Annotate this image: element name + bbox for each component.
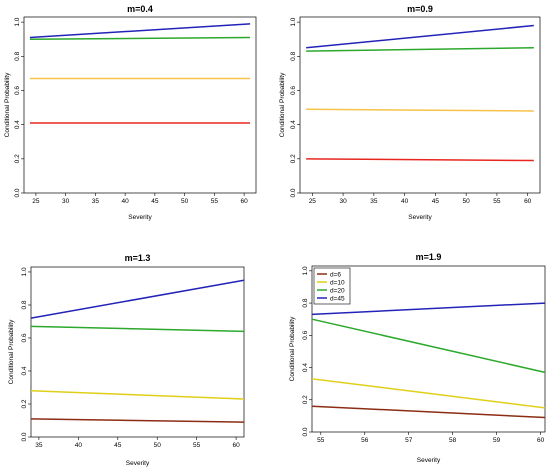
x-tick-label: 60 (232, 442, 240, 449)
y-tick-label: 0.4 (21, 366, 28, 375)
series-line-3 (311, 318, 546, 374)
x-tick-label: 55 (493, 198, 501, 205)
series-line-3 (29, 36, 251, 40)
x-tick-label: 35 (35, 442, 43, 449)
x-tick-label: 60 (524, 198, 532, 205)
x-tick-label: 30 (62, 198, 70, 205)
y-tick-label: 0.2 (290, 154, 297, 163)
series-line-2 (30, 390, 245, 400)
legend-label: d=10 (330, 279, 345, 286)
y-tick-label: 0.0 (14, 188, 21, 197)
y-axis-label: Conditional Probability (8, 319, 15, 384)
series-line-4 (306, 24, 534, 49)
x-tick-label: 35 (92, 198, 100, 205)
series-line-3 (306, 47, 534, 52)
x-tick-label: 60 (240, 198, 248, 205)
legend-label: d=20 (330, 287, 345, 294)
y-tick-label: 1.0 (302, 266, 309, 275)
x-axis-label: Severity (128, 214, 152, 221)
series-line-4 (29, 23, 251, 39)
chart-panel-3: m=1.3 Severity Conditional Probability 35 40… (8, 253, 245, 467)
y-tick-label: 0.4 (14, 120, 21, 129)
y-tick-label: 0.6 (290, 86, 297, 95)
legend-label: d=6 (330, 271, 341, 278)
x-tick-label: 56 (361, 437, 369, 444)
y-tick-label: 1.0 (14, 17, 21, 26)
y-tick-label: 0.2 (21, 399, 28, 408)
x-tick-label: 57 (405, 437, 413, 444)
x-tick-label: 50 (181, 198, 189, 205)
x-tick-label: 55 (211, 198, 219, 205)
x-tick-label: 25 (309, 198, 317, 205)
x-tick-label: 40 (401, 198, 409, 205)
y-tick-label: 0.0 (302, 427, 309, 436)
y-tick-label: 1.0 (21, 267, 28, 276)
x-tick-label: 55 (193, 442, 201, 449)
chart-panel-1: m=0.4 Severity Conditional Probability 25 30… (4, 4, 257, 221)
x-tick-label: 50 (154, 442, 162, 449)
y-axis-label: Conditional Probability (279, 72, 286, 137)
legend-label: d=45 (330, 295, 345, 302)
y-tick-label: 0.8 (290, 51, 297, 60)
chart-title: m=1.3 (125, 253, 151, 263)
x-tick-label: 35 (370, 198, 378, 205)
x-tick-label: 55 (317, 437, 325, 444)
y-axis-label: Conditional Probability (4, 72, 11, 137)
y-tick-label: 1.0 (290, 17, 297, 26)
series-line-2 (311, 378, 546, 409)
series-line-1 (30, 418, 245, 423)
plot-frame (299, 16, 541, 194)
series-line-1 (311, 405, 546, 419)
plot-frame (311, 265, 546, 433)
legend: d=6d=10d=20d=45 (313, 267, 351, 305)
y-tick-label: 0.0 (21, 432, 28, 441)
x-axis-label: Severity (417, 457, 441, 464)
y-axis-label: Conditional Probability (289, 316, 296, 381)
x-tick-label: 45 (432, 198, 440, 205)
chart-title: m=0.4 (127, 4, 153, 14)
series-line-4 (30, 279, 245, 319)
y-tick-label: 0.8 (14, 51, 21, 60)
y-tick-label: 0.8 (302, 298, 309, 307)
y-tick-label: 0.0 (290, 188, 297, 197)
plot-frame (23, 16, 257, 194)
x-tick-label: 60 (537, 437, 545, 444)
y-tick-label: 0.2 (14, 154, 21, 163)
series-line-4 (311, 302, 546, 316)
series-line-1 (306, 158, 534, 162)
x-tick-label: 58 (449, 437, 457, 444)
series-line-3 (30, 325, 245, 333)
x-axis-label: Severity (126, 460, 150, 467)
chart-panel-4: m=1.9 Severity Conditional Probability 55 56… (289, 252, 546, 464)
y-tick-label: 0.4 (290, 120, 297, 129)
y-tick-label: 0.8 (21, 300, 28, 309)
chart-title: m=1.9 (416, 252, 442, 262)
x-tick-label: 45 (151, 198, 159, 205)
y-tick-label: 0.6 (21, 333, 28, 342)
series-line-2 (306, 108, 534, 112)
y-tick-label: 0.4 (302, 363, 309, 372)
x-tick-label: 30 (339, 198, 347, 205)
chart-panel-2: m=0.9 Severity Conditional Probability 25 30… (279, 4, 541, 221)
x-tick-label: 59 (493, 437, 501, 444)
x-tick-label: 40 (75, 442, 83, 449)
x-tick-label: 40 (122, 198, 130, 205)
x-tick-label: 25 (32, 198, 40, 205)
y-tick-label: 0.2 (302, 395, 309, 404)
x-tick-label: 45 (114, 442, 122, 449)
x-axis-label: Severity (408, 214, 432, 221)
plot-frame (30, 266, 245, 438)
y-tick-label: 0.6 (302, 330, 309, 339)
chart-title: m=0.9 (407, 4, 433, 14)
x-tick-label: 50 (463, 198, 471, 205)
y-tick-label: 0.6 (14, 86, 21, 95)
